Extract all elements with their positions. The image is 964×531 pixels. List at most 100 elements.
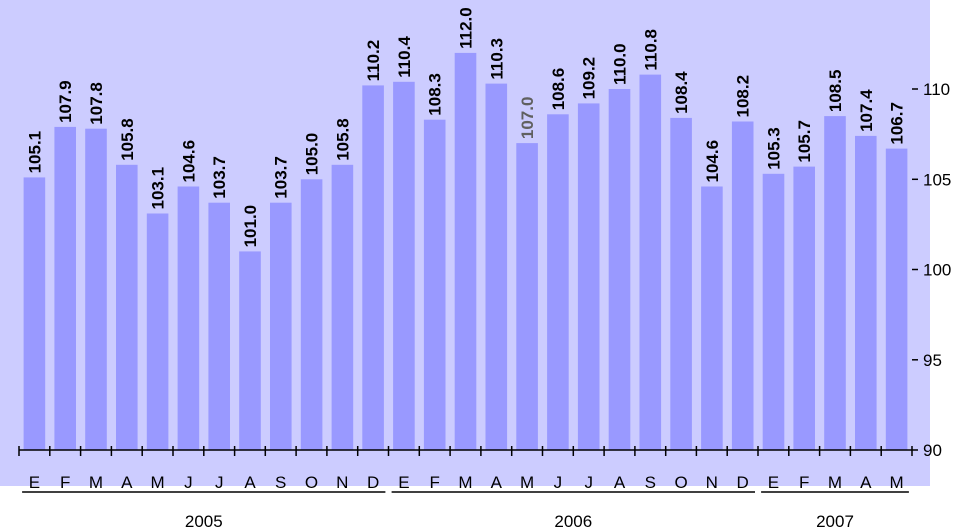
y-tick-label: 100: [923, 261, 951, 280]
bar: [516, 143, 538, 450]
month-label: J: [554, 473, 563, 492]
bar: [331, 164, 354, 451]
month-label: N: [336, 473, 348, 492]
bar: [208, 202, 230, 450]
month-label: M: [151, 473, 165, 492]
month-label: A: [860, 473, 872, 492]
month-label: F: [430, 473, 440, 492]
value-label: 108.4: [672, 71, 691, 114]
value-label: 105.7: [795, 120, 814, 163]
bar: [393, 81, 415, 451]
month-label: F: [799, 473, 809, 492]
month-label: A: [244, 473, 256, 492]
value-label: 110.8: [641, 29, 660, 71]
bar: [454, 52, 477, 451]
month-label: A: [121, 473, 133, 492]
value-label: 103.7: [272, 156, 291, 199]
bar: [824, 116, 846, 450]
value-label: 105.0: [303, 133, 322, 176]
value-label: 108.6: [549, 68, 568, 111]
value-label: 112.0: [457, 7, 476, 49]
value-label: 107.9: [56, 80, 75, 123]
value-label: 106.7: [888, 102, 907, 145]
month-label: J: [184, 473, 193, 492]
bar: [639, 74, 662, 450]
value-label: 105.8: [118, 118, 137, 161]
month-label: J: [215, 473, 224, 492]
value-label: 103.7: [210, 156, 229, 199]
month-label: E: [29, 473, 40, 492]
bar: [577, 103, 600, 451]
month-label: F: [60, 473, 70, 492]
month-label: E: [398, 473, 409, 492]
month-label: A: [491, 473, 503, 492]
month-label: E: [768, 473, 779, 492]
month-label: M: [458, 473, 472, 492]
value-label: 101.0: [241, 205, 260, 248]
bar: [300, 179, 323, 451]
month-label: O: [305, 473, 318, 492]
bar: [239, 251, 261, 450]
value-label: 103.1: [149, 167, 168, 210]
month-label: O: [674, 473, 687, 492]
value-label: 108.3: [426, 73, 445, 116]
bar: [23, 177, 46, 450]
month-label: A: [614, 473, 626, 492]
bar: [885, 148, 908, 450]
value-label: 105.1: [25, 131, 44, 174]
bar: [762, 173, 785, 451]
bar: [54, 126, 76, 451]
value-label: 108.2: [734, 75, 753, 118]
value-label: 109.2: [580, 57, 599, 100]
bar: [701, 186, 723, 450]
year-label: 2005: [185, 512, 223, 531]
value-label: 107.4: [857, 89, 876, 132]
bar: [423, 119, 446, 450]
month-label: D: [367, 473, 379, 492]
value-label: 108.5: [826, 70, 845, 113]
bar: [608, 89, 631, 450]
y-tick-label: 105: [923, 170, 951, 189]
bar: [793, 166, 815, 450]
year-label: 2006: [554, 512, 592, 531]
bar: [85, 128, 107, 450]
y-tick-label: 95: [923, 351, 942, 370]
value-labels: 105.1 107.9 107.8 105.8 103.1 104.6 103.7 101.0…: [25, 7, 906, 247]
value-label: 104.6: [179, 140, 198, 183]
value-label: 105.8: [333, 118, 352, 161]
bar: [731, 121, 754, 450]
value-label: 107.8: [87, 82, 106, 125]
value-label: 105.3: [764, 127, 783, 170]
bar: [146, 213, 169, 450]
bar: [116, 164, 138, 451]
bar-series: [23, 52, 908, 451]
month-label: M: [828, 473, 842, 492]
value-label: 104.6: [703, 140, 722, 183]
y-tick-label: 110: [923, 80, 950, 99]
bar: [177, 186, 200, 450]
month-label: S: [645, 473, 656, 492]
month-label: J: [584, 473, 593, 492]
y-tick-label: 90: [923, 441, 942, 460]
year-label: 2007: [816, 512, 854, 531]
month-label: M: [89, 473, 103, 492]
month-label: D: [736, 473, 748, 492]
bar: [855, 135, 877, 450]
value-label: 110.4: [395, 36, 414, 78]
month-label: N: [706, 473, 718, 492]
y-axis: 90 95 100 105 110: [912, 80, 951, 460]
month-label: M: [520, 473, 534, 492]
bar: [547, 114, 569, 451]
bar: [270, 202, 292, 450]
bar: [362, 85, 384, 451]
month-label: M: [890, 473, 904, 492]
value-label: 110.0: [611, 43, 630, 85]
bar: [485, 83, 508, 450]
value-label: 107.0: [518, 97, 537, 140]
value-label: 110.2: [364, 40, 383, 82]
bar: [670, 117, 692, 451]
value-label: 110.3: [487, 38, 506, 80]
month-label: S: [275, 473, 286, 492]
